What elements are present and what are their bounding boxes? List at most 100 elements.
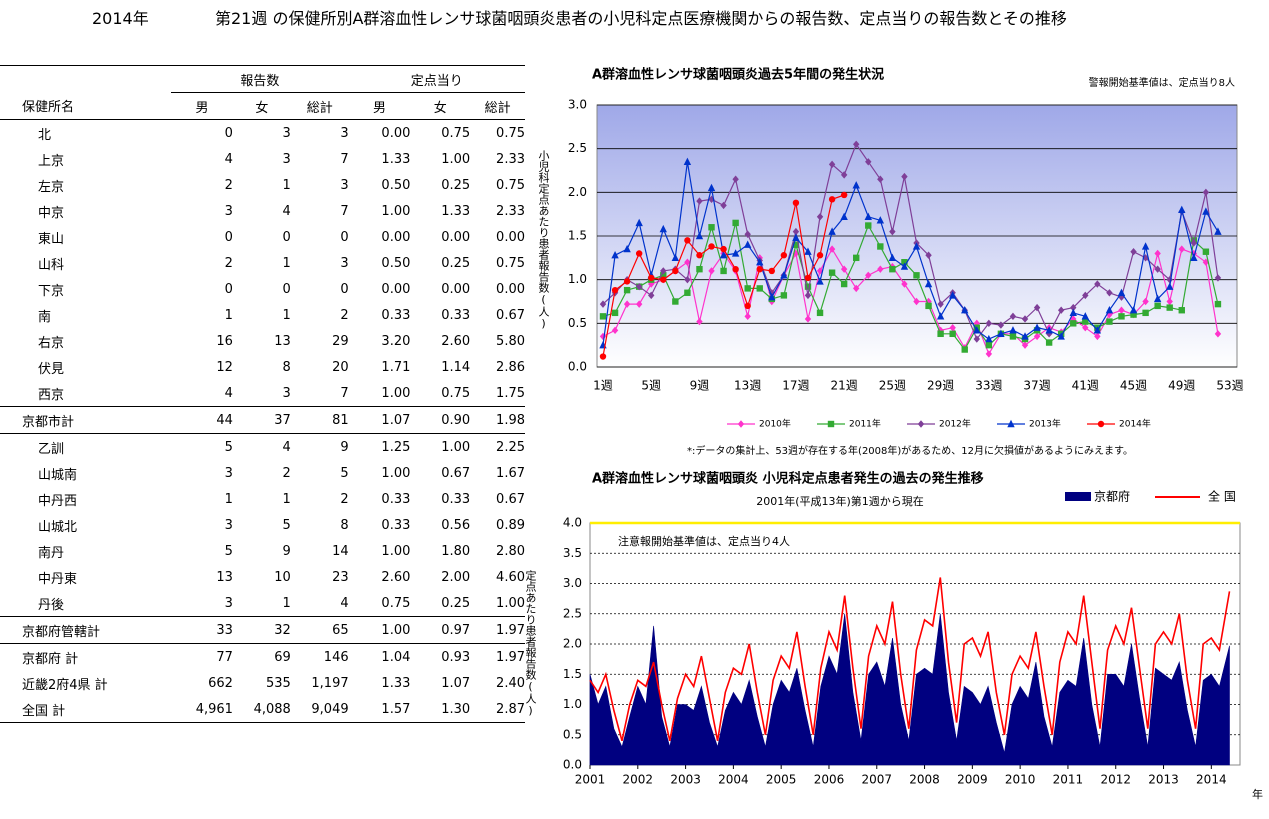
- data-point: [828, 227, 836, 235]
- data-point: [720, 201, 727, 210]
- data-point: [1214, 274, 1222, 282]
- cell: 1.33: [441, 203, 471, 219]
- cell: 0.00: [441, 229, 471, 245]
- data-point: [1214, 227, 1222, 235]
- cell: 9,049: [290, 696, 349, 723]
- series-line: [602, 143, 1219, 341]
- x-tick-label: 29週: [927, 379, 954, 393]
- cell: 535: [265, 675, 291, 691]
- x-tick-label: 9週: [690, 379, 710, 393]
- data-point: [768, 267, 776, 275]
- cell: 3: [224, 203, 233, 219]
- data-point: [1105, 306, 1114, 314]
- data-point: [780, 271, 788, 279]
- y-tick-label: 1.0: [568, 272, 587, 286]
- data-point: [635, 300, 643, 308]
- data-point: [852, 181, 860, 189]
- cell: 1.25: [348, 433, 411, 460]
- data-point: [611, 286, 619, 294]
- data-point: [1202, 207, 1210, 215]
- data-point: [925, 251, 932, 259]
- data-point: [840, 171, 848, 179]
- cell: 2.33: [496, 151, 525, 167]
- cell: 1.33: [381, 151, 411, 167]
- cell: 1.57: [348, 696, 411, 723]
- cell: 44: [171, 406, 233, 434]
- series-area: [589, 613, 1230, 766]
- cell: 14: [332, 543, 349, 559]
- data-point: [696, 252, 703, 259]
- data-point: [623, 278, 631, 285]
- data-point: [684, 237, 691, 244]
- y-tick-label: 2.0: [563, 637, 582, 651]
- table-row: 中丹東 13 10 23 2.60 2.00 4.60: [0, 564, 525, 590]
- data-point: [1178, 205, 1186, 213]
- data-point: [1130, 248, 1137, 256]
- data-point: [731, 249, 740, 257]
- cell: 2.00: [441, 569, 471, 585]
- data-point: [997, 329, 1005, 338]
- cell: 4: [232, 433, 291, 460]
- y-tick-label: 4.0: [563, 516, 582, 530]
- cell: 13: [216, 569, 233, 585]
- data-point: [792, 233, 800, 241]
- data-point: [925, 302, 932, 310]
- x-axis-label: 年: [1252, 787, 1263, 801]
- cell: 29: [332, 333, 349, 349]
- data-point: [937, 300, 944, 308]
- data-point: [804, 247, 812, 255]
- data-point: [1057, 332, 1065, 340]
- cell: 0: [224, 281, 233, 297]
- data-point: [659, 224, 667, 233]
- legend-marker: [917, 420, 925, 428]
- cell: 1.98: [470, 406, 525, 434]
- data-point: [1117, 288, 1126, 296]
- cell: 2: [224, 255, 233, 271]
- data-point: [684, 289, 691, 296]
- x-tick-label: 2011: [1053, 773, 1084, 787]
- data-point: [828, 269, 836, 276]
- cell: 2.86: [496, 359, 525, 375]
- data-point: [1106, 318, 1113, 325]
- cell: 2.60: [381, 569, 411, 585]
- x-tick-label: 2005: [766, 773, 797, 787]
- x-tick-label: 2013: [1148, 773, 1179, 787]
- table-row: 中丹西 1 1 2 0.33 0.33 0.67: [0, 486, 525, 512]
- cell: 1.00: [410, 433, 471, 460]
- row-label: 丹後: [38, 597, 65, 613]
- row-label: 北: [0, 119, 172, 146]
- cell: 20: [332, 359, 349, 375]
- cell: 0.25: [441, 177, 471, 193]
- y-tick-label: 1.0: [563, 697, 582, 711]
- cell: 5: [224, 543, 233, 559]
- row-label: 近畿2府4県 計: [22, 677, 108, 693]
- data-point: [684, 275, 691, 284]
- data-point: [973, 326, 981, 334]
- data-point: [695, 231, 704, 240]
- data-point: [828, 196, 836, 203]
- data-point: [1166, 304, 1173, 311]
- cell: 1: [224, 307, 233, 323]
- cell: 0.90: [410, 406, 471, 434]
- cell: 4: [340, 595, 349, 611]
- cell: 2: [340, 307, 349, 323]
- cell: 33: [171, 616, 233, 644]
- data-point: [1106, 289, 1113, 297]
- cell: 0.75: [470, 119, 525, 146]
- data-point: [853, 284, 860, 293]
- cell: 3: [282, 385, 291, 401]
- data-point: [599, 313, 607, 320]
- x-tick-label: 2007: [861, 773, 892, 787]
- table-row: 京都府管轄計 33 32 65 1.00 0.97 1.97: [0, 616, 525, 644]
- cell: 7: [340, 151, 349, 167]
- legend-label: 全 国: [1208, 489, 1236, 504]
- data-point: [1009, 333, 1017, 340]
- data-point: [635, 218, 643, 227]
- row-label: 南丹: [38, 545, 65, 561]
- row-label: 東山: [38, 231, 65, 247]
- x-tick-label: 2010: [1005, 773, 1036, 787]
- cell: 13: [274, 333, 291, 349]
- data-point: [936, 312, 945, 320]
- data-point: [708, 243, 715, 250]
- legend-label: 2014年: [1119, 418, 1151, 430]
